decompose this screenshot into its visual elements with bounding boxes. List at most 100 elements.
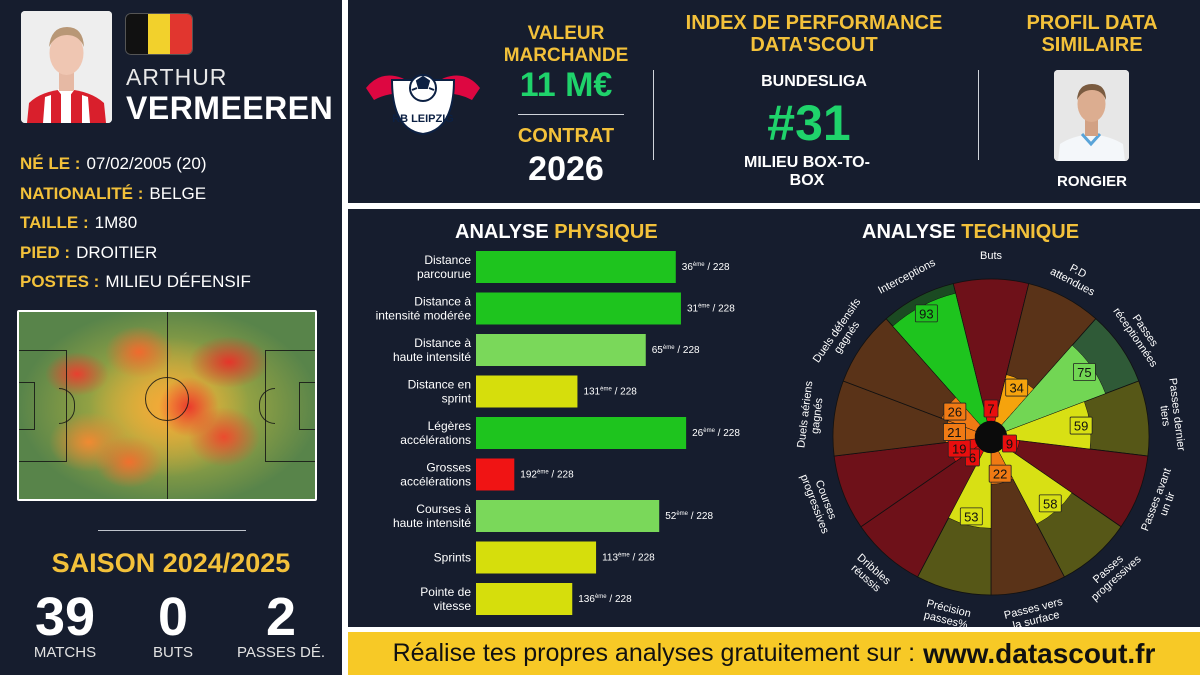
footer-url-link[interactable]: www.datascout.fr bbox=[923, 637, 1156, 669]
index-rank: #31 bbox=[767, 95, 851, 151]
polar-value-2: 75 bbox=[1077, 365, 1091, 380]
polar-value-11: 26 bbox=[948, 405, 962, 420]
polar-value-7: 53 bbox=[964, 509, 978, 524]
polar-value-box-6 bbox=[988, 464, 1012, 483]
stat-matches: 39 MATCHS bbox=[33, 587, 97, 661]
polar-value-box-0 bbox=[983, 399, 999, 418]
bar-5 bbox=[476, 458, 515, 491]
summary-panel: RB LEIPZIG VALEUR MARCHANDE 11 M€ CONTRA… bbox=[348, 0, 1200, 203]
player-panel: ARTHUR VERMEEREN NÉ LE :07/02/2005 (20) … bbox=[0, 0, 342, 675]
polar-value-10: 21 bbox=[947, 425, 961, 440]
bar-2 bbox=[476, 334, 646, 366]
physical-title: ANALYSE PHYSIQUE bbox=[455, 221, 658, 243]
bar-rank-5: 192ème / 228 bbox=[520, 470, 574, 481]
technical-polar-chart: 7Buts34P.Dattendues75Passesréceptionnées… bbox=[795, 250, 1187, 631]
footer-text: Réalise tes propres analyses gratuitemen… bbox=[392, 639, 916, 667]
polar-value-box-3 bbox=[1069, 416, 1093, 435]
polar-value-box-4 bbox=[1002, 434, 1017, 453]
bar-label-8: Pointe de vitesse bbox=[420, 585, 471, 613]
market-value-label: VALEUR MARCHANDE bbox=[503, 23, 629, 66]
info-positions: POSTES : MILIEU DÉFENSIF bbox=[20, 272, 251, 291]
bar-3 bbox=[476, 375, 578, 408]
club-logo: RB LEIPZIG bbox=[362, 50, 484, 142]
divider-1 bbox=[653, 70, 654, 160]
bar-rank-1: 31ème / 228 bbox=[687, 304, 735, 315]
bar-0 bbox=[476, 251, 676, 283]
bar-label-4: Légères accélérations bbox=[400, 419, 471, 447]
polar-label-4: Passes avantun tir bbox=[1139, 467, 1185, 537]
bar-rank-4: 26ème / 228 bbox=[692, 428, 740, 439]
info-nationality: NATIONALITÉ : BELGE bbox=[20, 184, 207, 203]
stat-goals: 0 BUTS bbox=[152, 587, 193, 661]
polar-value-box-10 bbox=[943, 423, 966, 441]
polar-label-8: Dribblesréussis bbox=[847, 552, 893, 597]
polar-value-box-2 bbox=[1073, 363, 1096, 381]
bar-rank-8: 136ème / 228 bbox=[578, 594, 632, 605]
svg-text:RB LEIPZIG: RB LEIPZIG bbox=[392, 113, 454, 125]
info-birthdate: NÉ LE :07/02/2005 (20) bbox=[20, 154, 207, 173]
bar-rank-6: 52ème / 228 bbox=[665, 511, 713, 522]
player-first-name: ARTHUR bbox=[126, 64, 228, 90]
polar-value-12: 93 bbox=[919, 306, 933, 321]
bar-6 bbox=[476, 500, 660, 532]
polar-label-1: P.Dattendues bbox=[1048, 255, 1102, 299]
polar-value-box-7 bbox=[959, 507, 983, 526]
polar-label-6: Passes versla surface bbox=[1003, 596, 1067, 631]
polar-value-box-1 bbox=[1005, 378, 1029, 397]
bar-7 bbox=[476, 541, 597, 574]
info-foot: PIED : DROITIER bbox=[20, 243, 158, 262]
belgium-flag-icon bbox=[125, 13, 193, 55]
polar-value-5: 58 bbox=[1043, 496, 1057, 511]
polar-label-12: Interceptions bbox=[876, 257, 938, 297]
bar-1 bbox=[476, 292, 681, 325]
contract-value: 2026 bbox=[528, 150, 604, 188]
bar-label-0: Distance parcourue bbox=[417, 253, 471, 281]
polar-value-1: 34 bbox=[1009, 381, 1023, 396]
similar-player-photo bbox=[1054, 70, 1129, 161]
polar-value-8: 6 bbox=[969, 450, 976, 465]
bar-label-7: Sprints bbox=[434, 551, 471, 565]
bar-rank-3: 131ème / 228 bbox=[583, 387, 637, 398]
player-last-name: VERMEEREN bbox=[126, 90, 334, 126]
polar-value-3: 59 bbox=[1074, 419, 1088, 434]
polar-value-0: 7 bbox=[987, 402, 994, 417]
bar-rank-2: 65ème / 228 bbox=[652, 345, 700, 356]
bar-8 bbox=[476, 583, 573, 615]
bar-label-2: Distance à haute intensité bbox=[393, 336, 471, 364]
season-divider bbox=[98, 530, 246, 531]
physical-bar-chart: Distance parcourue 36ème / 228 Distance à in… bbox=[376, 251, 740, 615]
index-title: INDEX DE PERFORMANCE DATA'SCOUT bbox=[685, 12, 943, 56]
index-league: BUNDESLIGA bbox=[761, 73, 867, 90]
polar-value-box-11 bbox=[943, 402, 967, 421]
bar-rank-0: 36ème / 228 bbox=[682, 262, 730, 273]
contract-label: CONTRAT bbox=[517, 125, 615, 147]
technical-title: ANALYSE TECHNIQUE bbox=[862, 221, 1080, 243]
polar-label-7: Précisionpasses% bbox=[922, 598, 972, 631]
player-photo bbox=[21, 11, 112, 123]
market-divider bbox=[518, 114, 624, 115]
polar-label-3: Passes derniertiers bbox=[1154, 377, 1187, 453]
bar-label-1: Distance à intensité modérée bbox=[376, 295, 472, 323]
heatmap bbox=[17, 310, 317, 501]
polar-value-9: 19 bbox=[952, 442, 966, 457]
season-title: SAISON 2024/2025 bbox=[51, 548, 291, 578]
polar-value-box-12 bbox=[914, 304, 938, 323]
bar-label-5: Grosses accélérations bbox=[400, 461, 471, 489]
market-value: 11 M€ bbox=[519, 66, 613, 104]
info-height: TAILLE :1M80 bbox=[20, 213, 138, 232]
footer-banner: Réalise tes propres analyses gratuitemen… bbox=[348, 632, 1200, 675]
polar-value-box-5 bbox=[1038, 494, 1062, 513]
stat-assists: 2 PASSES DÉ. bbox=[236, 587, 326, 661]
polar-value-4: 9 bbox=[1006, 437, 1013, 452]
bar-rank-7: 113ème / 228 bbox=[602, 553, 655, 564]
analysis-panel: ANALYSE PHYSIQUE ANALYSE TECHNIQUE Dista… bbox=[348, 209, 1200, 631]
bar-label-3: Distance en sprint bbox=[408, 378, 472, 406]
bar-label-6: Courses à haute intensité bbox=[393, 502, 471, 530]
polar-value-6: 22 bbox=[993, 467, 1007, 482]
polar-label-10: Duels aériensgagnés bbox=[795, 380, 827, 450]
polar-label-9: Coursesprogressives bbox=[798, 468, 843, 535]
similar-title: PROFIL DATA SIMILAIRE bbox=[1026, 12, 1158, 56]
similar-player-name: RONGIER bbox=[1056, 173, 1127, 190]
divider-2 bbox=[978, 70, 979, 160]
index-role: MILIEU BOX-TO-BOX bbox=[744, 154, 870, 189]
